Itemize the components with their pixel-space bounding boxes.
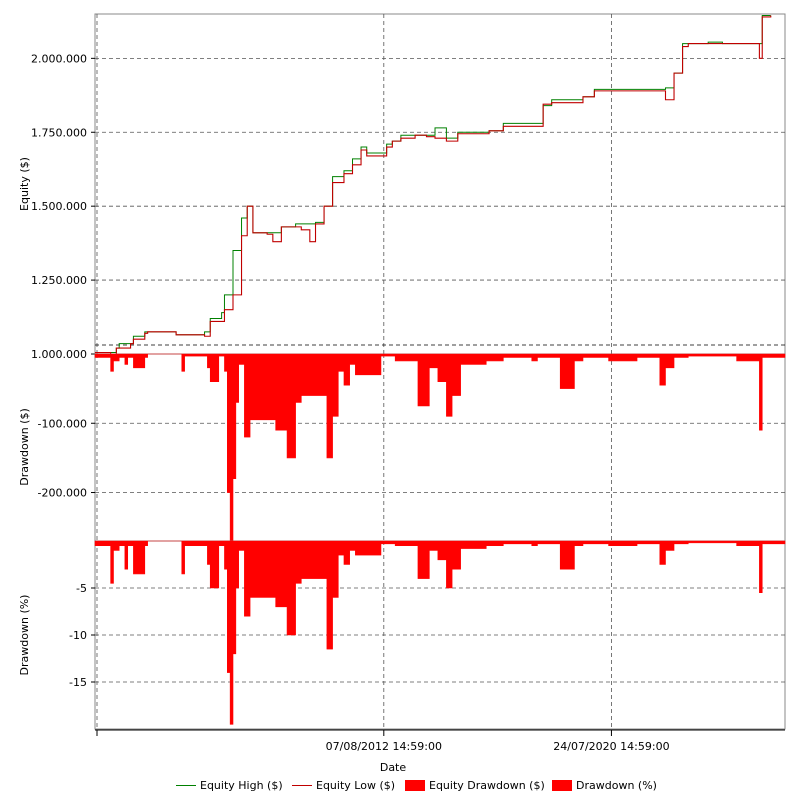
y-tick-label: 1.250.000: [31, 274, 87, 287]
legend-item-equity-drawdown: Equity Drawdown ($): [405, 779, 545, 792]
legend-label-equity-low: Equity Low ($): [316, 779, 396, 792]
legend-swatch-drawdown-percent: [552, 780, 572, 791]
y-tick-label: -200.000: [38, 487, 87, 500]
legend-label-equity-drawdown: Equity Drawdown ($): [429, 779, 545, 792]
legend-swatch-equity-drawdown: [405, 780, 425, 791]
drawdown-dollar-axis-label: Drawdown ($): [18, 408, 31, 486]
x-tick-label: 07/08/2012 14:59:00: [326, 740, 442, 753]
x-tick-label: 24/07/2020 14:59:00: [553, 740, 669, 753]
equity-drawdown-area: [94, 353, 786, 549]
equity-high-line: [95, 14, 771, 354]
y-tick-label: 1.000.000: [31, 348, 87, 361]
y-tick-label: -10: [69, 629, 87, 642]
y-tick-label: -5: [76, 582, 87, 595]
y-tick-label: -15: [69, 676, 87, 689]
legend-item-drawdown-percent: Drawdown (%): [552, 779, 657, 792]
legend-item-equity-high: Equity High ($): [176, 779, 283, 792]
legend: Equity High ($) Equity Low ($) Equity Dr…: [0, 776, 800, 796]
x-axis: 07/08/2012 14:59:00 24/07/2020 14:59:00 D…: [95, 729, 785, 774]
legend-swatch-equity-low: [292, 785, 312, 786]
y-tick-label: 1.750.000: [31, 126, 87, 139]
equity-plot-frame: [94, 13, 786, 355]
legend-label-drawdown-percent: Drawdown (%): [576, 779, 657, 792]
drawdown-percent-panel: -5 -10 -15 Drawdown (%): [18, 540, 786, 730]
legend-item-equity-low: Equity Low ($): [292, 779, 395, 792]
y-tick-label: 2.000.000: [31, 52, 87, 65]
y-tick-label: 1.500.000: [31, 200, 87, 213]
drawdown-dollar-plot-frame: [94, 353, 786, 542]
x-axis-label: Date: [380, 761, 407, 774]
equity-low-line: [95, 15, 772, 358]
equity-panel: 1.000.000 1.250.000 1.500.000 1.750.000 2.00…: [18, 13, 786, 361]
y-tick-label: -100.000: [38, 417, 87, 430]
drawdown-dollar-panel: -100.000 -200.000 Drawdown ($): [18, 353, 786, 549]
legend-swatch-equity-high: [176, 785, 196, 786]
legend-label-equity-high: Equity High ($): [200, 779, 283, 792]
drawdown-percent-area: [94, 540, 786, 725]
drawdown-percent-axis-label: Drawdown (%): [18, 595, 31, 676]
equity-axis-label: Equity ($): [18, 157, 31, 211]
